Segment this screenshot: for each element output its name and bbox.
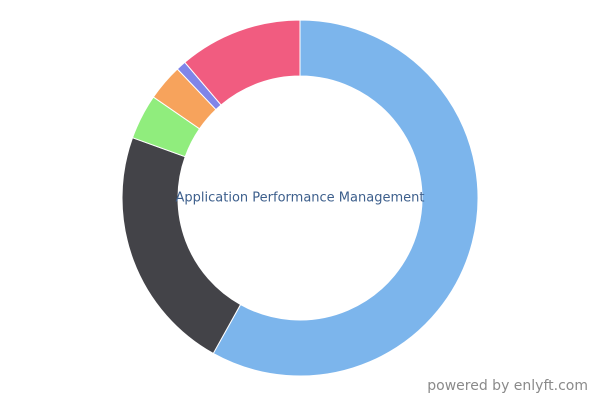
donut [121, 19, 479, 377]
slice [121, 137, 242, 355]
slice [212, 19, 479, 377]
center-label: Application Performance Management [176, 191, 425, 206]
slice [184, 19, 301, 106]
credit: powered by enlyft.com [427, 378, 588, 394]
